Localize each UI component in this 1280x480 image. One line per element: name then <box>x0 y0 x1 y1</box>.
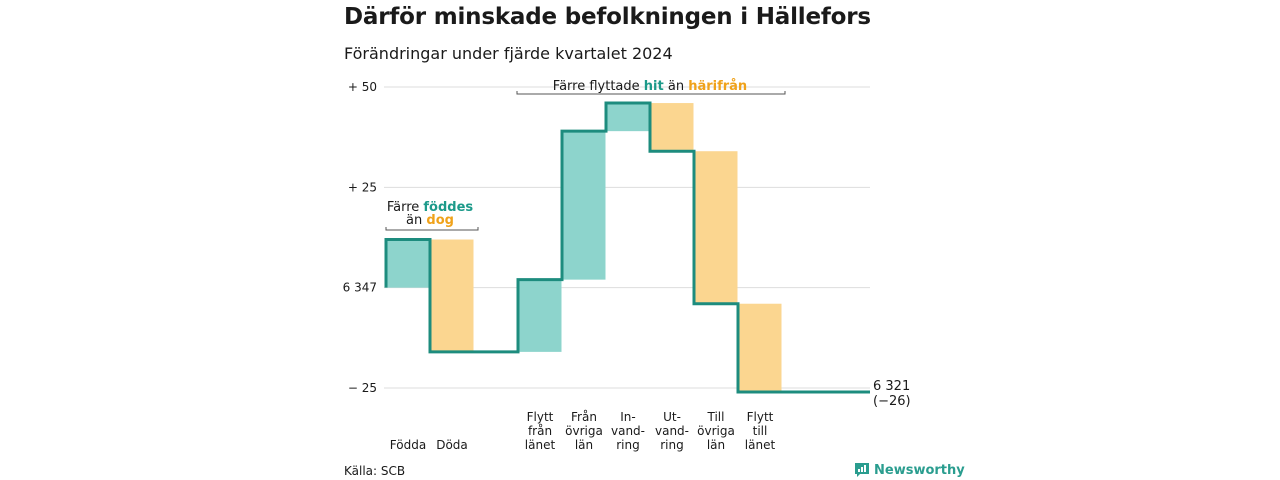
annotation-text: Färre <box>387 200 424 215</box>
brand-logo[interactable]: Newsworthy <box>854 462 965 478</box>
x-category-label: län <box>575 438 593 452</box>
source-text: Källa: SCB <box>344 464 406 478</box>
y-tick-label: − 25 <box>348 381 377 395</box>
annotation-text: än <box>664 79 688 94</box>
x-category-label: län <box>707 438 725 452</box>
bars <box>386 103 782 393</box>
annotation-highlight-increase: hit <box>644 79 664 94</box>
x-category-label: Från <box>571 410 597 424</box>
x-axis: Födda DödaFlyttfrånlänetFrånövrigalänIn-v… <box>390 379 911 452</box>
y-axis: + 50 + 25 6 347 − 25 <box>343 80 377 395</box>
end-value-label: 6 321 <box>873 379 910 394</box>
migration-bracket <box>516 91 786 95</box>
x-category-label: från <box>528 424 552 438</box>
x-category-label: Döda <box>436 438 468 452</box>
x-category-label: Flytt <box>747 410 774 424</box>
x-category-label: ring <box>660 438 684 452</box>
y-tick-label: + 50 <box>348 80 377 94</box>
brand-name: Newsworthy <box>874 462 965 478</box>
x-category-label: Flytt <box>527 410 554 424</box>
end-change-label: (−26) <box>873 394 911 409</box>
x-category-label: länet <box>525 438 556 452</box>
annotation-highlight-decrease: dog <box>426 213 454 228</box>
x-category-label: övriga <box>565 424 603 438</box>
bar-chart-icon <box>855 463 869 477</box>
bar <box>738 303 782 393</box>
bar <box>430 239 474 352</box>
x-category-label: ring <box>616 438 640 452</box>
annotation-text: Färre flyttade <box>553 79 644 94</box>
bar <box>694 151 738 304</box>
x-category-label: Till <box>707 410 725 424</box>
chart-subtitle: Förändringar under fjärde kvartalet 2024 <box>344 44 673 63</box>
bar <box>606 103 650 132</box>
step-line <box>384 101 870 394</box>
y-tick-label: + 25 <box>348 180 377 194</box>
x-category-label: vand- <box>655 424 689 438</box>
x-category-label: länet <box>745 438 776 452</box>
bar <box>650 103 694 152</box>
bar <box>562 131 606 280</box>
migration-annotation: Färre flyttade hit än härifrån <box>553 79 747 94</box>
bar <box>518 279 562 352</box>
bar <box>386 239 430 288</box>
annotation-highlight-decrease: härifrån <box>688 79 747 94</box>
annotation-text: än <box>406 213 426 228</box>
births-annotation-line1: Färre föddes <box>387 200 474 215</box>
births-bracket <box>385 227 479 231</box>
x-category-label: In- <box>620 410 635 424</box>
x-category-label: Ut- <box>663 410 681 424</box>
births-annotation-line2: än dog <box>406 213 454 228</box>
x-category-label: till <box>753 424 768 438</box>
x-category-label: vand- <box>611 424 645 438</box>
annotation-highlight-increase: föddes <box>423 200 473 215</box>
y-tick-label: 6 347 <box>343 281 377 295</box>
step-path <box>384 101 870 394</box>
chart-title: Därför minskade befolkningen i Hällefors <box>344 4 871 30</box>
x-category-label: Födda <box>390 438 426 452</box>
x-category-label: övriga <box>697 424 735 438</box>
